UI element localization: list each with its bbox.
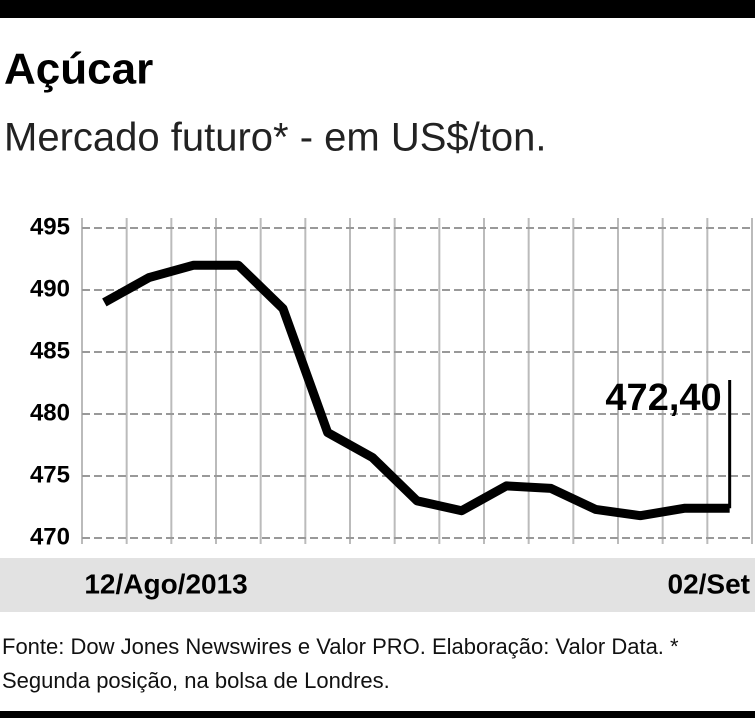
y-tick-label: 480	[30, 399, 70, 426]
x-tick-label: 12/Ago/2013	[84, 568, 247, 599]
y-tick-label: 490	[30, 275, 70, 302]
y-tick-label: 495	[30, 213, 70, 240]
value-label: 472,40	[605, 377, 721, 419]
source-note: Fonte: Dow Jones Newswires e Valor PRO. …	[2, 634, 679, 693]
chart-subtitle: Mercado futuro* - em US$/ton.	[4, 116, 546, 160]
bottom-bar	[0, 711, 755, 718]
y-tick-label: 475	[30, 461, 70, 488]
line	[102, 260, 730, 521]
y-tick-label: 470	[30, 523, 70, 550]
y-tick-label: 485	[30, 337, 70, 364]
axis-band	[0, 558, 755, 612]
chart-title: Açúcar	[4, 45, 153, 94]
x-tick-label: 02/Set	[668, 568, 751, 599]
top-bar	[0, 0, 755, 18]
